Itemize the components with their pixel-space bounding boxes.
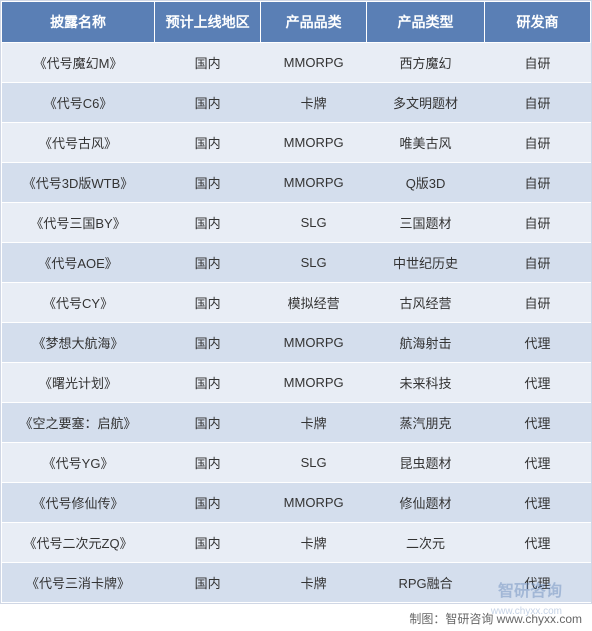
cell-developer: 代理 <box>484 523 590 563</box>
cell-category: MMORPG <box>261 483 367 523</box>
cell-developer: 自研 <box>484 163 590 203</box>
table-row: 《代号3D版WTB》国内MMORPGQ版3D自研 <box>2 163 591 203</box>
table-row: 《曙光计划》国内MMORPG未来科技代理 <box>2 363 591 403</box>
cell-developer: 代理 <box>484 363 590 403</box>
cell-category: 卡牌 <box>261 403 367 443</box>
cell-region: 国内 <box>155 163 261 203</box>
table-row: 《代号YG》国内SLG昆虫题材代理 <box>2 443 591 483</box>
cell-name: 《代号古风》 <box>2 123 155 163</box>
cell-region: 国内 <box>155 283 261 323</box>
cell-category: MMORPG <box>261 43 367 83</box>
cell-category: 模拟经营 <box>261 283 367 323</box>
cell-name: 《空之要塞：启航》 <box>2 403 155 443</box>
table-row: 《代号AOE》国内SLG中世纪历史自研 <box>2 243 591 283</box>
cell-region: 国内 <box>155 123 261 163</box>
cell-region: 国内 <box>155 243 261 283</box>
cell-type: 三国题材 <box>367 203 485 243</box>
table-row: 《代号三国BY》国内SLG三国题材自研 <box>2 203 591 243</box>
cell-name: 《代号二次元ZQ》 <box>2 523 155 563</box>
cell-type: 蒸汽朋克 <box>367 403 485 443</box>
cell-region: 国内 <box>155 403 261 443</box>
cell-type: 多文明题材 <box>367 83 485 123</box>
cell-developer: 代理 <box>484 443 590 483</box>
cell-developer: 自研 <box>484 43 590 83</box>
cell-developer: 自研 <box>484 123 590 163</box>
col-header-name: 披露名称 <box>2 2 155 43</box>
table-row: 《代号CY》国内模拟经营古风经营自研 <box>2 283 591 323</box>
cell-developer: 自研 <box>484 283 590 323</box>
table-row: 《代号C6》国内卡牌多文明题材自研 <box>2 83 591 123</box>
product-table: 披露名称 预计上线地区 产品品类 产品类型 研发商 《代号魔幻M》国内MMORP… <box>1 1 591 603</box>
cell-developer: 代理 <box>484 323 590 363</box>
col-header-category: 产品品类 <box>261 2 367 43</box>
cell-region: 国内 <box>155 443 261 483</box>
product-table-container: 披露名称 预计上线地区 产品品类 产品类型 研发商 《代号魔幻M》国内MMORP… <box>0 0 592 604</box>
cell-category: 卡牌 <box>261 83 367 123</box>
col-header-type: 产品类型 <box>367 2 485 43</box>
cell-type: 修仙题材 <box>367 483 485 523</box>
cell-region: 国内 <box>155 83 261 123</box>
cell-category: SLG <box>261 203 367 243</box>
cell-category: MMORPG <box>261 363 367 403</box>
cell-region: 国内 <box>155 323 261 363</box>
cell-developer: 自研 <box>484 203 590 243</box>
table-row: 《代号古风》国内MMORPG唯美古风自研 <box>2 123 591 163</box>
cell-developer: 代理 <box>484 563 590 603</box>
table-row: 《代号二次元ZQ》国内卡牌二次元代理 <box>2 523 591 563</box>
cell-developer: 自研 <box>484 243 590 283</box>
cell-type: 未来科技 <box>367 363 485 403</box>
cell-region: 国内 <box>155 203 261 243</box>
cell-name: 《曙光计划》 <box>2 363 155 403</box>
cell-category: MMORPG <box>261 323 367 363</box>
cell-category: SLG <box>261 243 367 283</box>
cell-category: SLG <box>261 443 367 483</box>
cell-developer: 代理 <box>484 403 590 443</box>
cell-category: 卡牌 <box>261 523 367 563</box>
cell-name: 《代号AOE》 <box>2 243 155 283</box>
cell-region: 国内 <box>155 483 261 523</box>
cell-developer: 自研 <box>484 83 590 123</box>
cell-type: 中世纪历史 <box>367 243 485 283</box>
cell-name: 《梦想大航海》 <box>2 323 155 363</box>
cell-name: 《代号YG》 <box>2 443 155 483</box>
table-wrapper: 披露名称 预计上线地区 产品品类 产品类型 研发商 《代号魔幻M》国内MMORP… <box>0 0 592 631</box>
col-header-region: 预计上线地区 <box>155 2 261 43</box>
cell-region: 国内 <box>155 363 261 403</box>
cell-type: Q版3D <box>367 163 485 203</box>
cell-region: 国内 <box>155 43 261 83</box>
table-body: 《代号魔幻M》国内MMORPG西方魔幻自研《代号C6》国内卡牌多文明题材自研《代… <box>2 43 591 603</box>
cell-region: 国内 <box>155 523 261 563</box>
table-header: 披露名称 预计上线地区 产品品类 产品类型 研发商 <box>2 2 591 43</box>
cell-name: 《代号三国BY》 <box>2 203 155 243</box>
cell-type: 二次元 <box>367 523 485 563</box>
col-header-developer: 研发商 <box>484 2 590 43</box>
cell-name: 《代号C6》 <box>2 83 155 123</box>
cell-name: 《代号三消卡牌》 <box>2 563 155 603</box>
cell-type: 古风经营 <box>367 283 485 323</box>
cell-name: 《代号3D版WTB》 <box>2 163 155 203</box>
table-row: 《梦想大航海》国内MMORPG航海射击代理 <box>2 323 591 363</box>
cell-type: RPG融合 <box>367 563 485 603</box>
table-row: 《代号三消卡牌》国内卡牌RPG融合代理 <box>2 563 591 603</box>
table-row: 《空之要塞：启航》国内卡牌蒸汽朋克代理 <box>2 403 591 443</box>
cell-type: 西方魔幻 <box>367 43 485 83</box>
cell-type: 航海射击 <box>367 323 485 363</box>
cell-category: MMORPG <box>261 163 367 203</box>
cell-region: 国内 <box>155 563 261 603</box>
cell-developer: 代理 <box>484 483 590 523</box>
cell-category: 卡牌 <box>261 563 367 603</box>
cell-name: 《代号CY》 <box>2 283 155 323</box>
cell-name: 《代号魔幻M》 <box>2 43 155 83</box>
table-row: 《代号修仙传》国内MMORPG修仙题材代理 <box>2 483 591 523</box>
cell-name: 《代号修仙传》 <box>2 483 155 523</box>
cell-type: 唯美古风 <box>367 123 485 163</box>
cell-type: 昆虫题材 <box>367 443 485 483</box>
table-row: 《代号魔幻M》国内MMORPG西方魔幻自研 <box>2 43 591 83</box>
cell-category: MMORPG <box>261 123 367 163</box>
footer-credit: 制图：智研咨询 www.chyxx.com <box>0 604 592 631</box>
